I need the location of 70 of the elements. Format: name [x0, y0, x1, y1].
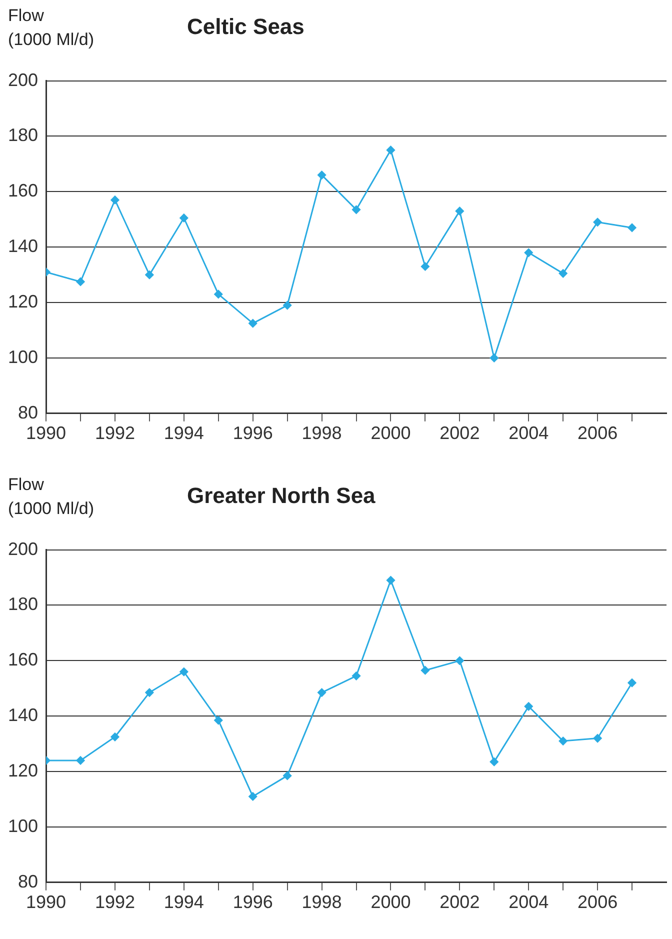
x-tick-label: 1992: [94, 423, 135, 444]
x-tick-label: 2006: [578, 892, 618, 912]
point: [76, 277, 85, 286]
y-tick-label: 80: [18, 402, 38, 422]
point: [318, 688, 326, 697]
y-tick-label: 200: [8, 538, 38, 559]
point: [145, 688, 154, 697]
point: [283, 301, 292, 310]
point: [386, 576, 395, 585]
point: [180, 668, 188, 676]
point: [76, 756, 85, 765]
point: [352, 672, 361, 680]
x-tick-label: 2002: [440, 892, 480, 912]
point: [180, 214, 188, 222]
y-tick-label: 100: [8, 816, 38, 836]
point: [420, 262, 430, 271]
chart-title: Celtic Seas: [187, 14, 304, 40]
x-tick-label: 1998: [302, 892, 342, 912]
x-tick-label: 1996: [232, 892, 273, 912]
point: [283, 771, 292, 780]
point: [490, 354, 498, 362]
point: [593, 218, 602, 226]
x-tick-label: 2004: [508, 423, 549, 444]
x-tick-label: 1994: [164, 423, 204, 444]
point: [628, 223, 636, 232]
point: [145, 270, 154, 280]
point: [524, 248, 533, 257]
x-tick-label: 2000: [370, 423, 411, 444]
x-tick-label: 2006: [578, 423, 618, 444]
y-tick-label: 140: [8, 705, 38, 726]
x-tick-label: 1990: [26, 892, 66, 912]
point: [524, 702, 533, 711]
point: [593, 734, 602, 743]
y-tick-label: 100: [8, 346, 38, 367]
point: [420, 666, 430, 675]
y-tick-label: 80: [18, 871, 38, 892]
y-tick-label: 180: [8, 125, 38, 146]
point: [110, 196, 120, 204]
x-tick-label: 1990: [26, 423, 66, 444]
y-tick-label: 120: [8, 760, 38, 780]
y-tick-label: 160: [8, 650, 38, 670]
point: [248, 792, 258, 801]
y-axis-title: Flow (1000 Ml/d): [8, 5, 94, 51]
point: [455, 206, 464, 216]
point: [248, 319, 258, 328]
x-tick-label: 2002: [440, 423, 480, 444]
x-tick-label: 1994: [164, 892, 204, 912]
y-tick-label: 120: [8, 292, 38, 312]
point: [352, 205, 361, 214]
point: [214, 716, 223, 725]
y-axis-title: Flow (1000 Ml/d): [8, 474, 94, 520]
point: [455, 656, 464, 665]
point: [628, 678, 636, 688]
point: [110, 732, 120, 742]
point: [386, 146, 395, 154]
point: [558, 269, 568, 278]
x-tick-label: 2004: [508, 892, 549, 912]
point: [214, 290, 223, 298]
x-tick-label: 2000: [370, 892, 411, 912]
y-tick-label: 180: [8, 594, 38, 614]
x-tick-label: 1996: [232, 423, 273, 444]
x-tick-label: 1992: [94, 892, 135, 912]
y-tick-label: 160: [8, 180, 38, 201]
y-tick-label: 200: [8, 70, 38, 90]
point: [318, 170, 326, 180]
point: [558, 736, 568, 746]
point: [490, 758, 498, 766]
y-tick-label: 140: [8, 236, 38, 256]
chart-title: Greater North Sea: [187, 483, 376, 509]
x-tick-label: 1998: [302, 423, 342, 444]
